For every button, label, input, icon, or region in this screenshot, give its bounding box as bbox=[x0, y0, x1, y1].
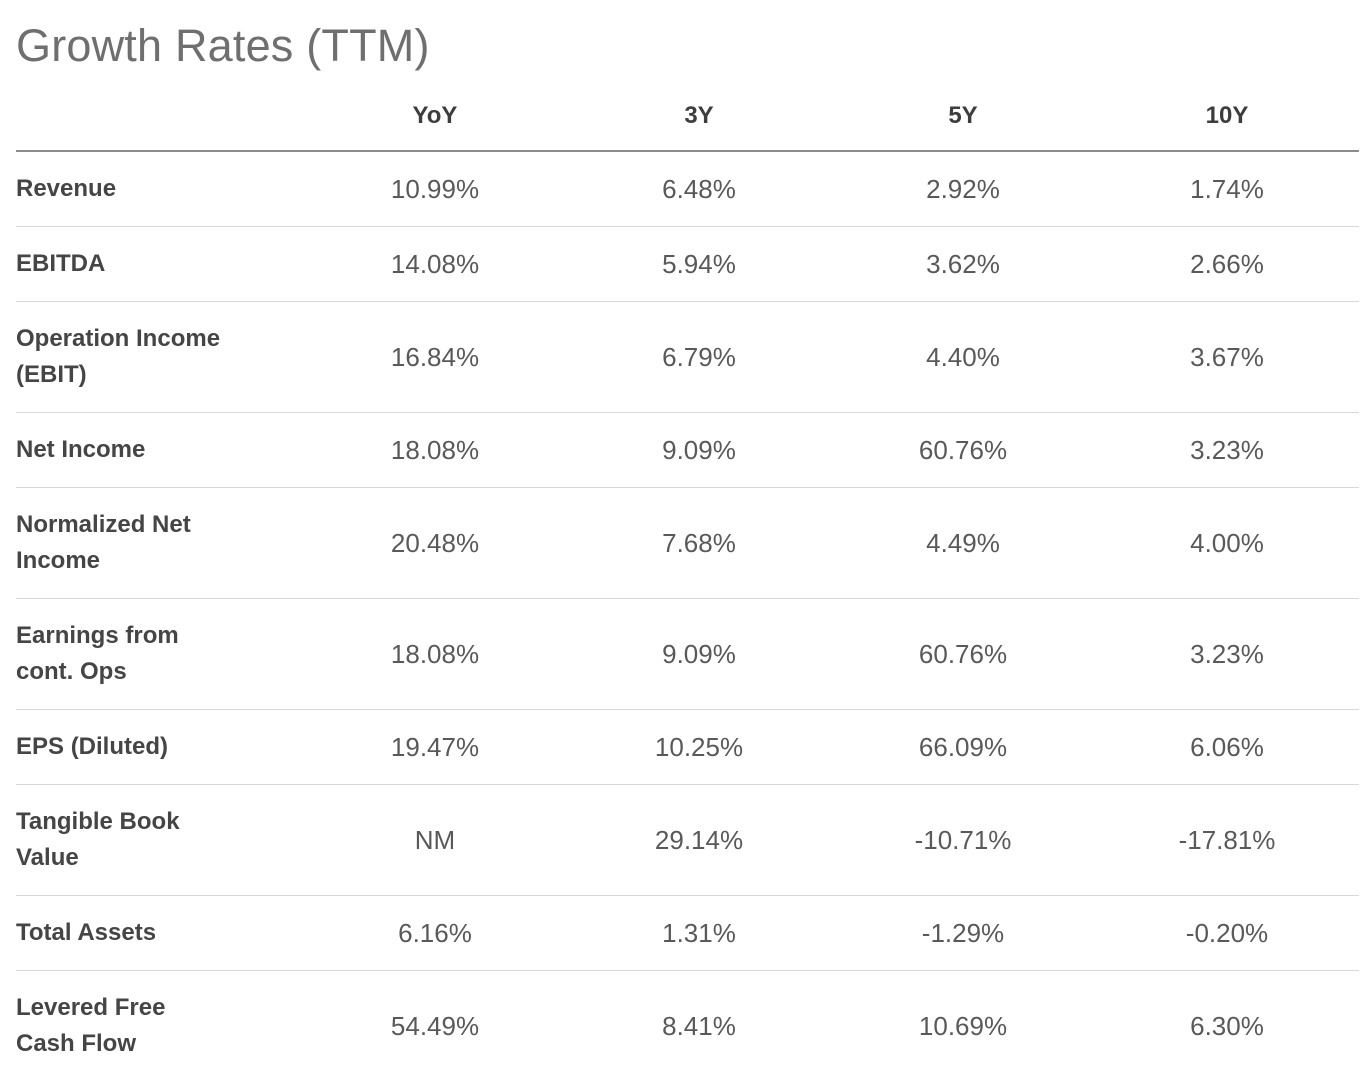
row-label: Levered Free Cash Flow bbox=[16, 994, 166, 1057]
table-row: Net Income 18.08% 9.09% 60.76% 3.23% bbox=[16, 413, 1359, 488]
value-cell: 9.09% bbox=[662, 435, 736, 465]
value-cell: 66.09% bbox=[918, 732, 1008, 762]
table-row: Operation Income (EBIT) 16.84% 6.79% 4.40% 3… bbox=[16, 302, 1359, 413]
table-row: EBITDA 14.08% 5.94% 3.62% 2.66% bbox=[16, 227, 1359, 302]
value-cell: 6.06% bbox=[1190, 732, 1264, 762]
value-cell: 6.48% bbox=[662, 174, 736, 204]
value-cell: 3.23% bbox=[1190, 639, 1264, 669]
row-label: Revenue bbox=[16, 175, 117, 202]
value-cell: 16.84% bbox=[390, 342, 480, 372]
value-cell: 60.76% bbox=[918, 639, 1008, 669]
value-cell: 60.76% bbox=[918, 435, 1008, 465]
column-header-3y: 3Y bbox=[684, 102, 714, 129]
value-cell: 10.99% bbox=[390, 174, 480, 204]
value-cell: 6.79% bbox=[662, 342, 736, 372]
value-cell: 54.49% bbox=[390, 1011, 480, 1041]
table-row: Revenue 10.99% 6.48% 2.92% 1.74% bbox=[16, 151, 1359, 227]
column-header-yoy: YoY bbox=[412, 102, 458, 129]
column-header-5y: 5Y bbox=[948, 102, 978, 129]
value-cell: 20.48% bbox=[390, 528, 480, 558]
value-cell: 29.14% bbox=[654, 825, 744, 855]
value-cell: 10.69% bbox=[918, 1011, 1008, 1041]
value-cell: -1.29% bbox=[921, 918, 1005, 948]
row-label: Net Income bbox=[16, 436, 146, 463]
table-row: Total Assets 6.16% 1.31% -1.29% -0.20% bbox=[16, 896, 1359, 971]
value-cell: 6.30% bbox=[1190, 1011, 1264, 1041]
table-header-row: YoY 3Y 5Y 10Y bbox=[16, 102, 1359, 151]
row-label: Normalized Net Income bbox=[16, 511, 191, 574]
row-label: EBITDA bbox=[16, 250, 106, 277]
table-row: EPS (Diluted) 19.47% 10.25% 66.09% 6.06% bbox=[16, 710, 1359, 785]
table-row: Levered Free Cash Flow 54.49% 8.41% 10.69% 6… bbox=[16, 971, 1359, 1076]
row-label: Tangible Book Value bbox=[16, 808, 180, 871]
growth-rates-table: YoY 3Y 5Y 10Y Revenue 10.99% 6.48% 2.92% 1.74% E… bbox=[16, 102, 1359, 1076]
value-cell: 14.08% bbox=[390, 249, 480, 279]
value-cell: 1.31% bbox=[662, 918, 736, 948]
value-cell: 2.66% bbox=[1190, 249, 1264, 279]
section-title: Growth Rates (TTM) bbox=[16, 20, 430, 71]
value-cell: 19.47% bbox=[390, 732, 480, 762]
value-cell: 7.68% bbox=[662, 528, 736, 558]
value-cell: 3.62% bbox=[926, 249, 1000, 279]
column-header-10y: 10Y bbox=[1205, 102, 1249, 129]
value-cell: -10.71% bbox=[914, 825, 1012, 855]
value-cell: 5.94% bbox=[662, 249, 736, 279]
value-cell: 6.16% bbox=[398, 918, 472, 948]
row-label: Earnings from cont. Ops bbox=[16, 622, 179, 685]
value-cell: 4.40% bbox=[926, 342, 1000, 372]
column-header-metric bbox=[16, 102, 303, 151]
value-cell: -17.81% bbox=[1178, 825, 1276, 855]
row-label: Total Assets bbox=[16, 919, 157, 946]
value-cell: 18.08% bbox=[390, 435, 480, 465]
value-cell: 18.08% bbox=[390, 639, 480, 669]
table-row: Tangible Book Value NM 29.14% -10.71% -17.81… bbox=[16, 785, 1359, 896]
value-cell: -0.20% bbox=[1185, 918, 1269, 948]
value-cell: NM bbox=[414, 825, 456, 855]
table-row: Earnings from cont. Ops 18.08% 9.09% 60.76%… bbox=[16, 599, 1359, 710]
value-cell: 2.92% bbox=[926, 174, 1000, 204]
value-cell: 3.23% bbox=[1190, 435, 1264, 465]
value-cell: 3.67% bbox=[1190, 342, 1264, 372]
table-row: Normalized Net Income 20.48% 7.68% 4.49% 4.0… bbox=[16, 488, 1359, 599]
value-cell: 4.49% bbox=[926, 528, 1000, 558]
value-cell: 10.25% bbox=[654, 732, 744, 762]
row-label: Operation Income (EBIT) bbox=[16, 325, 221, 388]
value-cell: 1.74% bbox=[1190, 174, 1264, 204]
value-cell: 8.41% bbox=[662, 1011, 736, 1041]
value-cell: 9.09% bbox=[662, 639, 736, 669]
row-label: EPS (Diluted) bbox=[16, 733, 169, 760]
value-cell: 4.00% bbox=[1190, 528, 1264, 558]
